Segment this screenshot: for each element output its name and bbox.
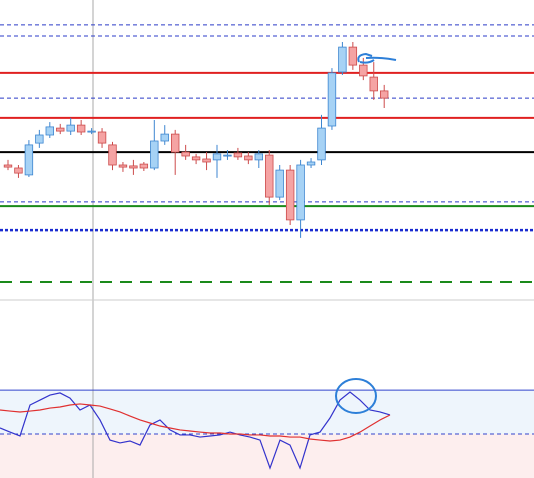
candle-body <box>285 169 295 221</box>
candle-body <box>317 127 326 161</box>
candle-body <box>97 131 107 144</box>
candle-body <box>327 72 337 127</box>
candle-body <box>14 167 23 174</box>
candle-body <box>244 155 253 161</box>
indicator-line <box>0 391 391 470</box>
candle-body <box>306 161 316 166</box>
hand-drawing <box>357 52 397 64</box>
candle-body <box>359 64 368 77</box>
candle-body <box>338 46 347 73</box>
candle-body <box>369 76 378 92</box>
candle-body <box>212 153 222 161</box>
candle-body <box>233 152 243 158</box>
indicator-background <box>0 390 534 478</box>
candle-body <box>296 164 305 221</box>
candle-body <box>202 158 211 163</box>
candle-body <box>66 124 75 132</box>
candle-body <box>118 164 128 168</box>
lower-zone <box>0 434 534 478</box>
candle-body <box>35 134 44 144</box>
indicator-line <box>0 403 391 442</box>
hand-circle <box>335 378 377 414</box>
candle-body <box>45 126 54 136</box>
candle-body <box>56 127 65 132</box>
candle-body <box>160 133 169 142</box>
candle-body <box>108 144 117 166</box>
candle-body <box>379 90 389 99</box>
candle-body <box>139 163 149 169</box>
indicator-panel <box>0 389 534 470</box>
candle-body <box>265 154 274 198</box>
candle-body <box>191 156 201 161</box>
candle-body <box>24 144 34 176</box>
candle-body <box>76 124 86 133</box>
candle-body <box>223 154 232 157</box>
candle-body <box>254 153 263 161</box>
upper-zone <box>0 390 534 435</box>
candle-body <box>348 46 358 66</box>
candle-body <box>3 164 13 168</box>
candle-body <box>181 151 190 157</box>
candle-body <box>275 169 284 198</box>
main-panel <box>0 24 534 283</box>
candle-body <box>87 130 96 133</box>
candle-body <box>150 140 159 169</box>
candle-body <box>170 133 180 153</box>
candle-body <box>129 165 138 169</box>
